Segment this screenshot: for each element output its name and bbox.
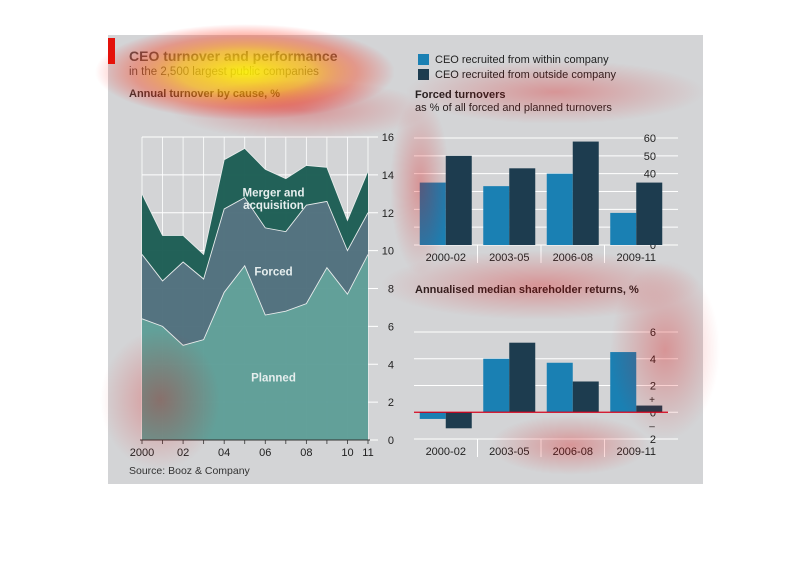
x-tick-label: 2003-05 (489, 446, 529, 458)
bar-outside (445, 155, 472, 245)
bar-within (483, 358, 510, 413)
x-tick-label: 2000 (130, 447, 154, 459)
area-boundary-merger (141, 147, 369, 256)
area-merger (142, 148, 368, 281)
y-tick-label: 2 (650, 434, 656, 446)
bar-within (419, 182, 446, 245)
x-tick-label: 2006-08 (553, 252, 593, 264)
negative-sign-marker: – (649, 422, 655, 433)
y-tick-label: 0 (388, 435, 394, 447)
y-tick-label: 16 (382, 132, 394, 144)
bar-within (546, 173, 573, 245)
x-tick-label: 11 (362, 447, 373, 459)
bar-outside (636, 405, 663, 413)
y-tick-label: 14 (382, 170, 394, 182)
bar-outside (636, 182, 663, 245)
y-tick-label: 2 (388, 397, 394, 409)
x-tick-label: 2003-05 (489, 252, 529, 264)
x-tick-label: 2000-02 (426, 446, 466, 458)
bar-within (419, 412, 446, 419)
y-tick-label: 4 (650, 354, 656, 366)
bar-within (483, 186, 510, 245)
y-tick-label: 4 (388, 359, 394, 371)
area-forced (142, 197, 368, 346)
x-tick-label: 04 (218, 447, 230, 459)
y-tick-label: 8 (388, 284, 394, 296)
x-tick-label: 08 (300, 447, 312, 459)
bar-outside (445, 412, 472, 429)
area-label: Forced (254, 266, 292, 278)
y-tick-label: 6 (650, 327, 656, 339)
area-label: acquisition (243, 200, 304, 212)
bar-outside (572, 141, 599, 245)
bar-within (610, 352, 637, 413)
forced-turnover-bar-chart: 01020304050602000-022003-052006-082009-1… (414, 133, 678, 264)
x-tick-label: 10 (341, 447, 353, 459)
y-tick-label: 40 (644, 169, 656, 181)
legend-swatch-within (418, 54, 429, 65)
bar-within (546, 362, 573, 413)
x-tick-label: 2006-08 (553, 446, 593, 458)
y-tick-label: 60 (644, 133, 656, 145)
positive-sign-marker: + (649, 395, 655, 406)
y-tick-label: 6 (388, 321, 394, 333)
x-tick-label: 02 (177, 447, 189, 459)
y-tick-label: 50 (644, 151, 656, 163)
bar-outside (572, 381, 599, 413)
x-tick-label: 2009-11 (616, 252, 656, 264)
bar-outside (509, 168, 536, 245)
bar-within (610, 212, 637, 245)
x-tick-label: 06 (259, 447, 271, 459)
x-tick-label: 2009-11 (616, 446, 656, 458)
y-tick-label: 2 (650, 381, 656, 393)
bar-outside (509, 342, 536, 413)
area-boundary-forced (141, 197, 369, 282)
x-tick-label: 2000-02 (426, 252, 466, 264)
y-tick-label: 0 (650, 240, 656, 252)
y-tick-label: 12 (382, 208, 394, 220)
area-label: Planned (251, 373, 296, 385)
area-label: Merger and (242, 187, 304, 199)
y-tick-label: 10 (382, 246, 394, 258)
